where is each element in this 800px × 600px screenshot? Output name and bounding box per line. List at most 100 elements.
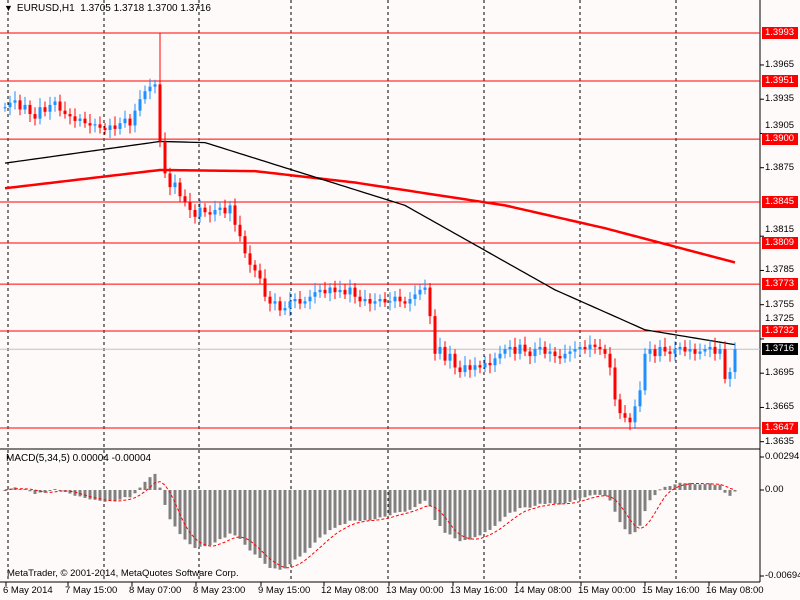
macd-histogram-bar bbox=[323, 490, 327, 535]
macd-histogram-bar bbox=[328, 490, 332, 531]
macd-histogram-bar bbox=[343, 490, 347, 524]
candle-body bbox=[98, 124, 102, 128]
candle-body bbox=[3, 107, 7, 109]
macd-histogram-bar bbox=[3, 490, 7, 491]
candle-body bbox=[198, 207, 202, 217]
candle-body bbox=[68, 114, 72, 117]
candle-body bbox=[163, 141, 167, 174]
current-price-tag: 1.3716 bbox=[762, 343, 798, 356]
candle-body bbox=[118, 123, 122, 129]
level-price-tag: 1.3951 bbox=[762, 74, 798, 87]
macd-histogram-bar bbox=[368, 490, 372, 521]
candle-body bbox=[708, 346, 712, 350]
candle-body bbox=[718, 349, 722, 354]
level-price-tag: 1.3809 bbox=[762, 237, 798, 250]
candle-body bbox=[683, 346, 687, 352]
macd-histogram-bar bbox=[278, 490, 282, 570]
macd-histogram-bar bbox=[583, 490, 587, 498]
candle-body bbox=[483, 362, 487, 368]
candle-body bbox=[618, 399, 622, 414]
candle-body bbox=[488, 362, 492, 366]
time-axis-label: 7 May 15:00 bbox=[65, 585, 118, 596]
candle-body bbox=[573, 349, 577, 352]
macd-histogram-bar bbox=[18, 489, 22, 491]
macd-histogram-bar bbox=[293, 490, 297, 560]
time-axis-label: 8 May 23:00 bbox=[193, 585, 246, 596]
macd-histogram-bar bbox=[233, 490, 237, 536]
dropdown-arrow-icon[interactable]: ▼ bbox=[4, 3, 13, 13]
macd-histogram-bar bbox=[118, 490, 122, 500]
candle-body bbox=[153, 84, 157, 87]
candle-body bbox=[403, 301, 407, 304]
macd-histogram-bar bbox=[518, 490, 522, 509]
candle-body bbox=[613, 367, 617, 400]
macd-histogram-bar bbox=[238, 490, 242, 539]
level-price-tag: 1.3845 bbox=[762, 195, 798, 208]
candle-body bbox=[88, 123, 92, 126]
candle-body bbox=[608, 353, 612, 368]
candle-body bbox=[348, 287, 352, 295]
candle-body bbox=[653, 349, 657, 357]
macd-histogram-bar bbox=[413, 490, 417, 508]
macd-histogram-bar bbox=[673, 484, 677, 490]
candle-body bbox=[233, 205, 237, 225]
candle-body bbox=[358, 296, 362, 302]
time-axis-label: 8 May 07:00 bbox=[129, 585, 182, 596]
candle-body bbox=[183, 196, 187, 202]
macd-histogram-bar bbox=[438, 490, 442, 527]
macd-histogram-bar bbox=[693, 484, 697, 490]
candle-body bbox=[138, 99, 142, 111]
candle-body bbox=[523, 344, 527, 352]
candle-body bbox=[133, 110, 137, 126]
macd-histogram-bar bbox=[113, 490, 117, 502]
macd-histogram-bar bbox=[733, 490, 737, 492]
candle-body bbox=[213, 209, 217, 215]
price-tick-label: 1.3785 bbox=[765, 264, 795, 276]
price-tick-label: 1.3815 bbox=[765, 224, 795, 236]
price-tick-label: 1.3875 bbox=[765, 161, 795, 173]
level-price-tag: 1.3647 bbox=[762, 421, 798, 434]
candle-body bbox=[388, 301, 392, 303]
macd-histogram-bar bbox=[498, 490, 502, 522]
candle-body bbox=[93, 124, 97, 126]
macd-histogram-bar bbox=[648, 490, 652, 501]
candle-body bbox=[128, 118, 132, 126]
candle-body bbox=[173, 182, 177, 188]
candle-body bbox=[43, 107, 47, 112]
macd-histogram-bar bbox=[333, 490, 337, 528]
price-tick-label: 1.3665 bbox=[765, 401, 795, 413]
macd-histogram-bar bbox=[628, 490, 632, 535]
macd-histogram-bar bbox=[48, 490, 52, 492]
macd-histogram-bar bbox=[68, 490, 72, 494]
candle-body bbox=[73, 116, 77, 121]
macd-histogram-bar bbox=[473, 490, 477, 538]
macd-histogram-bar bbox=[603, 490, 607, 497]
symbol-label: EURUSD,H1 bbox=[16, 3, 75, 14]
candle-body bbox=[378, 298, 382, 302]
macd-histogram-bar bbox=[643, 490, 647, 512]
candle-body bbox=[553, 351, 557, 357]
macd-histogram-bar bbox=[128, 490, 132, 498]
macd-histogram-bar bbox=[578, 490, 582, 499]
macd-histogram-bar bbox=[153, 473, 157, 490]
candle-body bbox=[243, 236, 247, 254]
macd-histogram-bar bbox=[553, 490, 557, 504]
candle-body bbox=[13, 100, 17, 103]
price-tick-label: 1.3695 bbox=[765, 367, 795, 379]
macd-histogram-bar bbox=[508, 490, 512, 513]
macd-histogram-bar bbox=[678, 482, 682, 490]
candle-body bbox=[218, 207, 222, 210]
macd-histogram-bar bbox=[488, 490, 492, 530]
macd-histogram-bar bbox=[213, 490, 217, 543]
time-axis-label: 13 May 16:00 bbox=[450, 585, 508, 596]
macd-histogram-bar bbox=[303, 490, 307, 553]
candle-body bbox=[623, 413, 627, 418]
candle-body bbox=[293, 298, 297, 302]
candle-body bbox=[323, 289, 327, 294]
candle-body bbox=[318, 289, 322, 293]
macd-histogram-bar bbox=[348, 490, 352, 521]
macd-histogram-bar bbox=[248, 490, 252, 551]
candle-body bbox=[108, 125, 112, 131]
macd-histogram-bar bbox=[398, 490, 402, 512]
